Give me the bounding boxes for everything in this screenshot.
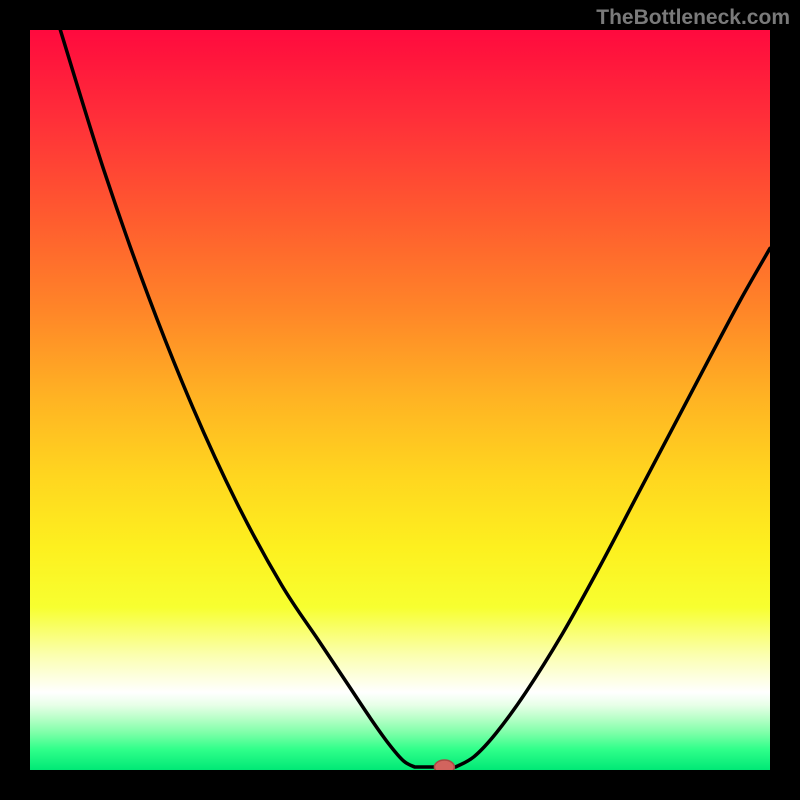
- watermark-text: TheBottleneck.com: [596, 6, 790, 30]
- gradient-background: [30, 30, 770, 770]
- chart-svg: [0, 0, 800, 800]
- optimal-point-marker: [434, 760, 454, 774]
- bottleneck-chart: TheBottleneck.com: [0, 0, 800, 800]
